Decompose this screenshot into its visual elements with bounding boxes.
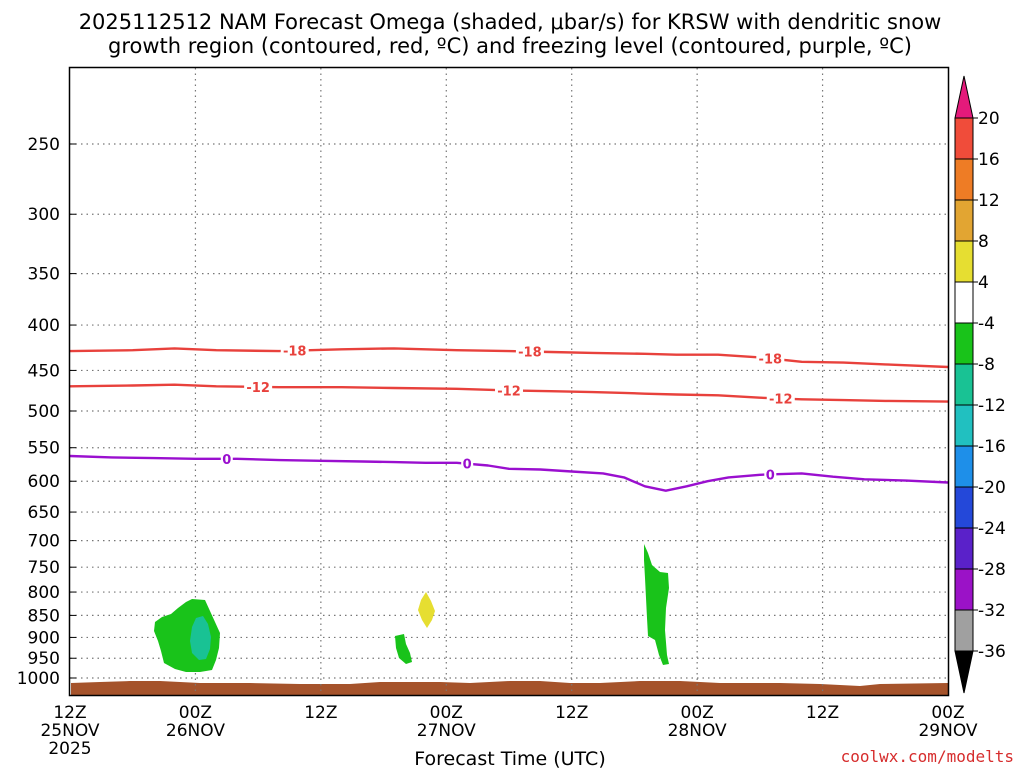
contour-label-bg [766,391,795,406]
contour-layer: -18 -18 -18 -12 -12 -12 0 0 0 [69,343,949,492]
colorbar-segment [954,199,974,242]
y-tick-label: 550 [28,439,60,459]
x-tick-label: 12Z [53,703,86,723]
x-tick-label: 26NOV [166,721,225,741]
grid-layer [70,68,948,695]
plot-frame [68,66,950,697]
contour-label-bg [756,351,785,366]
colorbar-top-arrow [954,75,974,119]
y-tick-label: 500 [28,402,60,422]
y-tick-label: 700 [28,532,60,552]
colorbar-label: -32 [978,601,1006,621]
colorbar-label: -36 [978,642,1006,662]
x-tick-label: 12Z [806,703,839,723]
y-tick-label: 300 [28,205,60,225]
contour-label-minus18C: -18 [518,346,542,361]
x-tick-label: 12Z [304,703,337,723]
y-tick-label: 400 [28,316,60,336]
colorbar-label: 8 [978,232,989,252]
x-tick-label: 12Z [555,703,588,723]
x-tick-label: 00Z [931,703,964,723]
contour-label-freezing0C: 0 [766,468,775,483]
credit-text: coolwx.com/modelts [841,747,1014,766]
x-tick-label: 29NOV [918,721,977,741]
contour-label-bg [495,383,523,398]
contour-freezing0C [69,454,949,492]
colorbar-segment [954,281,974,324]
y-tick-label: 950 [28,649,60,669]
y-tick-label: 250 [28,135,60,155]
contour-label-bg [461,456,474,471]
colorbar-segment [954,363,974,406]
colorbar-segment [954,527,974,570]
contour-label-minus18C: -18 [283,345,307,360]
colorbar-segment [954,158,974,201]
colorbar-segment [954,240,974,283]
colorbar-label: -16 [978,437,1006,457]
y-tick-label: 1000 [17,669,60,689]
colorbar: 20 16 12 8 4 -4 -8 -12 -16 -20 -24 -28 -32 -36 [954,75,1006,694]
terrain-fill [71,681,948,695]
colorbar-bottom-arrow [954,650,974,694]
y-tick-label: 900 [28,628,60,648]
y-tick-label: 800 [28,583,60,603]
contour-label-bg [220,451,233,466]
omega-area-green-27nov [395,634,412,664]
omega-area-green-28nov [644,544,669,665]
contour-label-freezing0C: 0 [463,458,472,473]
y-tick-label: 650 [28,503,60,523]
x-tick-label: 28NOV [668,721,727,741]
contour-minus18C [69,347,949,369]
colorbar-label: 12 [978,191,1000,211]
x-tick-label: 25NOV [40,721,99,741]
colorbar-label: 20 [978,109,1000,129]
x-tick-label: 2025 [48,739,91,759]
colorbar-segment [954,117,974,160]
omega-area-yellow-27nov [418,592,435,628]
colorbar-label: -12 [978,396,1006,416]
contour-label-minus12C: -12 [769,392,793,407]
omega-layer [154,544,669,672]
chart-title-line2: growth region (contoured, red, ºC) and f… [108,34,912,58]
x-tick-label: 00Z [430,703,463,723]
colorbar-label: -8 [978,355,995,375]
contour-label-minus12C: -12 [497,384,521,399]
colorbar-segment [954,445,974,488]
omega-area-teal-26nov [190,616,211,660]
y-tick-label: 450 [28,361,60,381]
y-tick-label: 600 [28,472,60,492]
contour-label-bg [280,343,309,358]
contour-label-bg [764,467,777,482]
colorbar-label: -28 [978,560,1006,580]
colorbar-label: -4 [978,314,995,334]
colorbar-segment [954,322,974,365]
y-tick-label: 750 [28,558,60,578]
terrain-layer [71,681,948,695]
colorbar-segment [954,568,974,611]
chart-title-line1: 2025112512 NAM Forecast Omega (shaded, μ… [79,10,942,34]
colorbar-segment [954,404,974,447]
x-tick-label: 00Z [179,703,212,723]
colorbar-label: 16 [978,150,1000,170]
axes-layer: 2503003504004505005506006507007508008509… [17,135,978,759]
colorbar-segment [954,609,974,652]
y-tick-label: 350 [28,265,60,285]
x-tick-label: 00Z [681,703,714,723]
colorbar-label: -20 [978,478,1006,498]
colorbar-label: 4 [978,273,989,293]
contour-label-minus12C: -12 [246,381,270,396]
x-axis-label: Forecast Time (UTC) [414,748,605,768]
y-tick-label: 850 [28,606,60,626]
colorbar-label: -24 [978,519,1006,539]
contour-label-bg [515,344,544,359]
x-tick-label: 27NOV [417,721,476,741]
contour-label-bg [244,379,273,394]
contour-label-minus18C: -18 [759,352,783,367]
contour-label-freezing0C: 0 [222,453,231,468]
colorbar-segment [954,486,974,529]
